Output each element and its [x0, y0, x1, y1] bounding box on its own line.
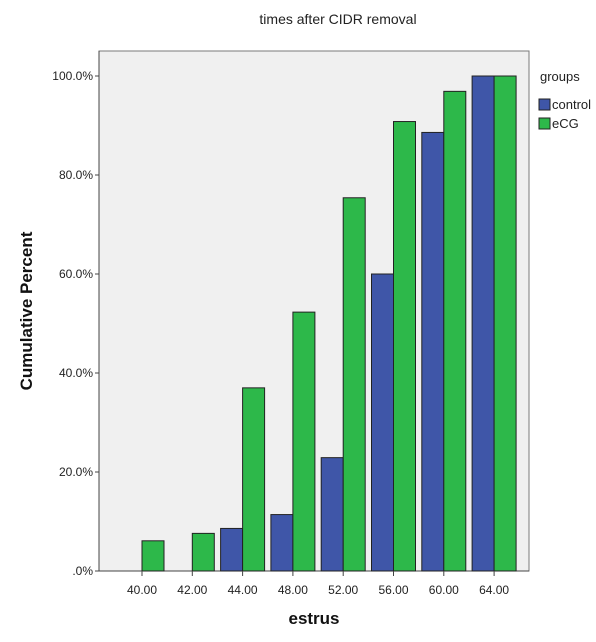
bar-ecg-64.00: [493, 75, 517, 572]
y-tick-label: 100.0%: [52, 69, 93, 83]
bar-ecg-52.00: [342, 197, 366, 572]
legend-swatch-control: [538, 98, 551, 111]
x-tick-label: 42.00: [177, 583, 207, 597]
y-ticks: .0% 20.0% 40.0% 60.0% 80.0% 100.0%: [52, 69, 99, 578]
bar-control-48.00: [270, 514, 294, 572]
legend-label-ecg: eCG: [552, 116, 579, 131]
y-tick-label: 60.0%: [59, 267, 93, 281]
bar-ecg-56.00: [393, 121, 416, 572]
x-ticks: 40.00 42.00 44.00 48.00 52.00 56.00 60.00 64.00: [127, 571, 509, 597]
bars: [141, 75, 517, 572]
bar-ecg-40.00: [141, 540, 165, 572]
bar-control-52.00: [320, 457, 344, 572]
y-axis-title: Cumulative Percent: [17, 231, 36, 390]
y-tick-label: 80.0%: [59, 168, 93, 182]
y-tick-label: 20.0%: [59, 465, 93, 479]
bar-ecg-60.00: [443, 90, 467, 572]
chart-title: times after CIDR removal: [259, 11, 416, 27]
bar-ecg-48.00: [292, 311, 316, 572]
x-tick-label: 52.00: [328, 583, 358, 597]
bar-control-64.00: [471, 75, 495, 572]
bar-control-60.00: [421, 131, 445, 572]
x-tick-label: 60.00: [429, 583, 459, 597]
legend: groups control eCG: [538, 69, 591, 131]
y-tick-label: .0%: [72, 564, 93, 578]
x-tick-label: 48.00: [278, 583, 308, 597]
x-tick-label: 56.00: [378, 583, 408, 597]
x-tick-label: 44.00: [228, 583, 258, 597]
bar-ecg-42.00: [191, 532, 215, 572]
x-axis-title: estrus: [288, 609, 339, 628]
x-tick-label: 64.00: [479, 583, 509, 597]
legend-label-control: control: [552, 97, 591, 112]
bar-control-44.00: [220, 527, 244, 572]
bar-ecg-44.00: [242, 387, 266, 572]
x-tick-label: 40.00: [127, 583, 157, 597]
legend-title: groups: [540, 69, 580, 84]
y-tick-label: 40.0%: [59, 366, 93, 380]
legend-swatch-ecg: [538, 117, 551, 130]
bar-control-56.00: [371, 273, 394, 572]
